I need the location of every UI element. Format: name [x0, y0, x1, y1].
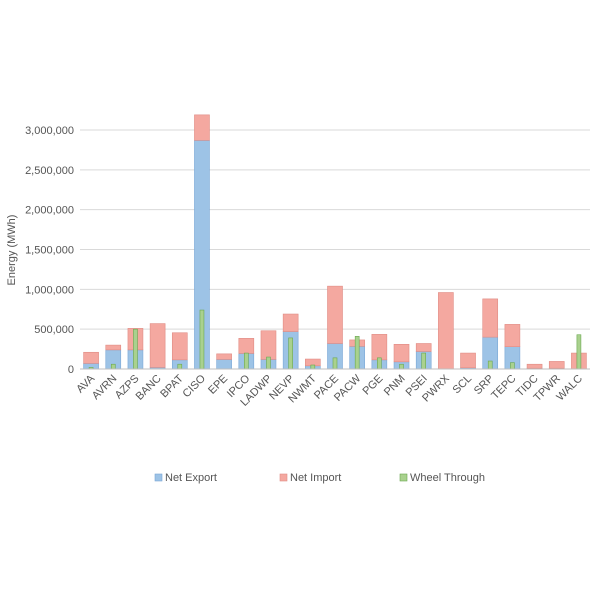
bar-net-import	[438, 292, 454, 370]
y-tick-label: 1,000,000	[25, 284, 74, 296]
y-axis-title: Energy (MWh)	[6, 215, 18, 286]
legend: Net Export Net Import Wheel Through	[154, 472, 485, 484]
legend-label: Net Export	[165, 472, 217, 484]
x-tick-label: BPAT	[158, 372, 186, 400]
bar-wheel-through	[487, 360, 493, 370]
bar-net-import	[371, 334, 388, 361]
bar-wheel-through	[399, 363, 404, 370]
bar-net-import	[327, 285, 343, 344]
legend-swatch	[279, 473, 288, 482]
bar-wheel-through	[110, 363, 116, 370]
bar-net-import	[482, 298, 499, 338]
bar-wheel-through	[421, 352, 426, 370]
bar-net-import	[260, 330, 277, 360]
bar-wheel-through	[266, 356, 271, 370]
bar-wheel-through	[244, 352, 249, 370]
legend-swatch	[154, 473, 163, 482]
bar-net-import	[238, 338, 255, 354]
y-tick-label: 2,000,000	[25, 205, 74, 217]
bar-net-import	[105, 344, 122, 351]
y-tick-label: 1,500,000	[25, 245, 74, 257]
legend-swatch	[399, 473, 408, 482]
bar-wheel-through	[377, 357, 382, 370]
x-tick-label: BANC	[134, 373, 164, 403]
bar-net-import	[393, 344, 410, 363]
y-tick-label: 0	[68, 364, 74, 376]
y-tick-label: 500,000	[34, 324, 74, 336]
legend-label: Wheel Through	[410, 472, 485, 484]
bar-net-import	[171, 332, 188, 361]
bar-wheel-through	[177, 363, 183, 370]
bar-wheel-through	[576, 334, 582, 370]
bar-net-import	[83, 351, 99, 364]
bar-wheel-through	[510, 362, 515, 370]
bar-net-import	[526, 363, 543, 369]
x-tick-label: CISO	[181, 372, 209, 400]
x-tick-label: PNM	[382, 373, 408, 399]
bar-net-export	[216, 359, 232, 370]
x-tick-label: TEPC	[489, 373, 518, 402]
bar-net-import	[194, 114, 210, 141]
bar-net-import	[415, 343, 432, 352]
y-tick-label: 3,000,000	[25, 125, 74, 137]
bar-wheel-through	[133, 328, 138, 370]
bar-net-import	[216, 353, 232, 360]
bar-wheel-through	[354, 336, 360, 370]
y-tick-label: 2,500,000	[25, 165, 74, 177]
x-tick-label: SCL	[451, 373, 475, 397]
x-tick-label: PGE	[361, 373, 386, 398]
bars	[83, 114, 587, 370]
bar-wheel-through	[332, 357, 338, 370]
x-axis-ticks: AVAAVRNAZPSBANCBPATCISOEPEIPCOLADWPNEVPN…	[74, 372, 585, 409]
bar-wheel-through	[199, 309, 205, 370]
bar-net-import	[460, 352, 476, 369]
bar-net-import	[548, 361, 565, 369]
bar-net-import	[282, 313, 299, 332]
bar-net-import	[149, 323, 166, 368]
bar-wheel-through	[310, 364, 316, 370]
x-tick-label: AVRN	[90, 373, 120, 403]
bar-net-import	[504, 324, 521, 347]
bar-wheel-through	[288, 337, 293, 370]
x-tick-label: WALC	[554, 373, 585, 404]
y-axis-ticks: 0 500,000 1,000,000 1,500,000 2,000,000 2,500…	[25, 125, 74, 376]
legend-label: Net Import	[290, 472, 341, 484]
